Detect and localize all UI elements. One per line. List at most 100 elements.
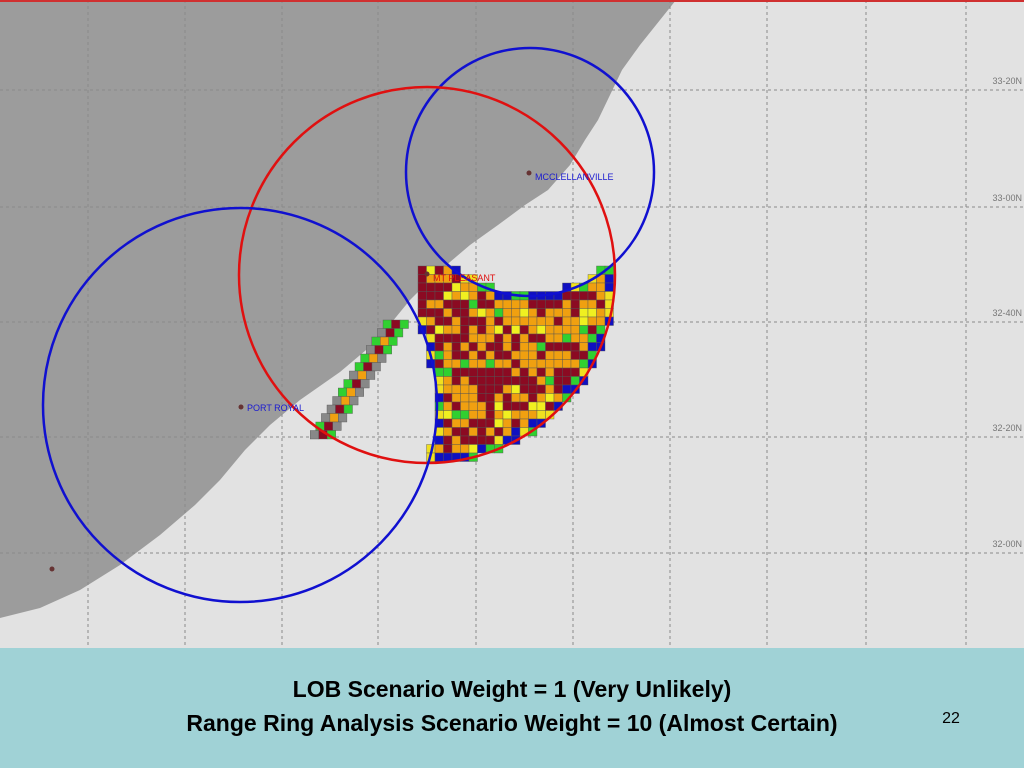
cell — [570, 350, 580, 360]
cell — [528, 342, 538, 352]
cell — [477, 435, 487, 445]
cell — [536, 410, 546, 420]
cell — [562, 359, 572, 369]
cell — [417, 299, 427, 309]
cell — [545, 376, 555, 386]
cell — [434, 291, 444, 301]
cell — [349, 370, 359, 380]
cell — [485, 308, 495, 318]
cell — [460, 384, 470, 394]
cell — [494, 299, 504, 309]
cell — [443, 325, 453, 335]
cell — [324, 421, 333, 431]
cell — [468, 376, 478, 386]
cell — [545, 384, 555, 394]
cell — [485, 299, 495, 309]
cell — [468, 291, 478, 301]
cell — [460, 444, 470, 454]
cell — [443, 342, 453, 352]
cell — [528, 359, 538, 369]
cell — [332, 421, 342, 431]
cell — [426, 325, 436, 335]
cell — [511, 367, 521, 377]
cell — [579, 342, 589, 352]
cell — [340, 396, 350, 406]
cell — [460, 299, 470, 309]
cell — [468, 418, 478, 428]
cell — [587, 316, 597, 326]
caption-panel — [0, 648, 1024, 768]
cell — [485, 367, 495, 377]
cell — [451, 316, 461, 326]
cell — [494, 333, 504, 343]
cell — [451, 299, 461, 309]
cell — [553, 316, 563, 326]
town-marker — [424, 271, 430, 277]
cell — [468, 342, 478, 352]
cell — [321, 413, 331, 423]
cell — [343, 404, 353, 414]
cell — [511, 418, 521, 428]
cell — [536, 384, 546, 394]
cell — [451, 308, 461, 318]
cell — [338, 413, 348, 423]
cell — [363, 362, 373, 372]
cell — [434, 333, 444, 343]
cell — [502, 308, 512, 318]
cell — [451, 435, 461, 445]
place-label: PORT ROYAL — [247, 403, 304, 413]
cell — [468, 299, 478, 309]
cell — [460, 316, 470, 326]
cell — [443, 376, 453, 386]
town-marker — [49, 566, 55, 572]
cell — [502, 299, 512, 309]
cell — [485, 427, 495, 437]
cell — [374, 345, 384, 355]
cell — [377, 328, 387, 338]
cell — [536, 376, 546, 386]
cell — [477, 333, 487, 343]
cell — [528, 333, 538, 343]
cell — [451, 325, 461, 335]
cell — [434, 282, 444, 292]
cell — [335, 404, 345, 414]
cell — [519, 376, 529, 386]
cell — [519, 325, 529, 335]
place-label: MCCLELLANVILLE — [535, 172, 614, 182]
cell — [502, 350, 512, 360]
graticule — [0, 0, 1024, 648]
cell — [434, 359, 444, 369]
cell — [553, 376, 563, 386]
cell — [385, 328, 395, 338]
latitude-label: 33-20N — [992, 76, 1022, 86]
cell — [477, 418, 487, 428]
cell — [519, 367, 529, 377]
cell — [519, 418, 529, 428]
cell — [434, 350, 444, 360]
cell — [494, 410, 504, 420]
cell — [511, 299, 521, 309]
cell — [562, 376, 572, 386]
cell — [570, 367, 580, 377]
cell — [511, 342, 521, 352]
cell — [528, 325, 538, 335]
cell — [368, 353, 378, 363]
cell — [417, 274, 427, 284]
cell — [326, 404, 336, 414]
cell — [553, 333, 563, 343]
cell — [536, 333, 546, 343]
cell — [562, 367, 572, 377]
cell — [511, 401, 521, 411]
cell — [485, 291, 495, 301]
cell — [451, 359, 461, 369]
cell — [426, 308, 436, 318]
cell — [451, 418, 461, 428]
cell — [596, 282, 606, 292]
cell — [451, 350, 461, 360]
cell — [553, 308, 563, 318]
cell — [460, 325, 470, 335]
cell — [494, 384, 504, 394]
cell — [349, 396, 359, 406]
latitude-label: 32-40N — [992, 308, 1022, 318]
cell — [451, 410, 461, 420]
